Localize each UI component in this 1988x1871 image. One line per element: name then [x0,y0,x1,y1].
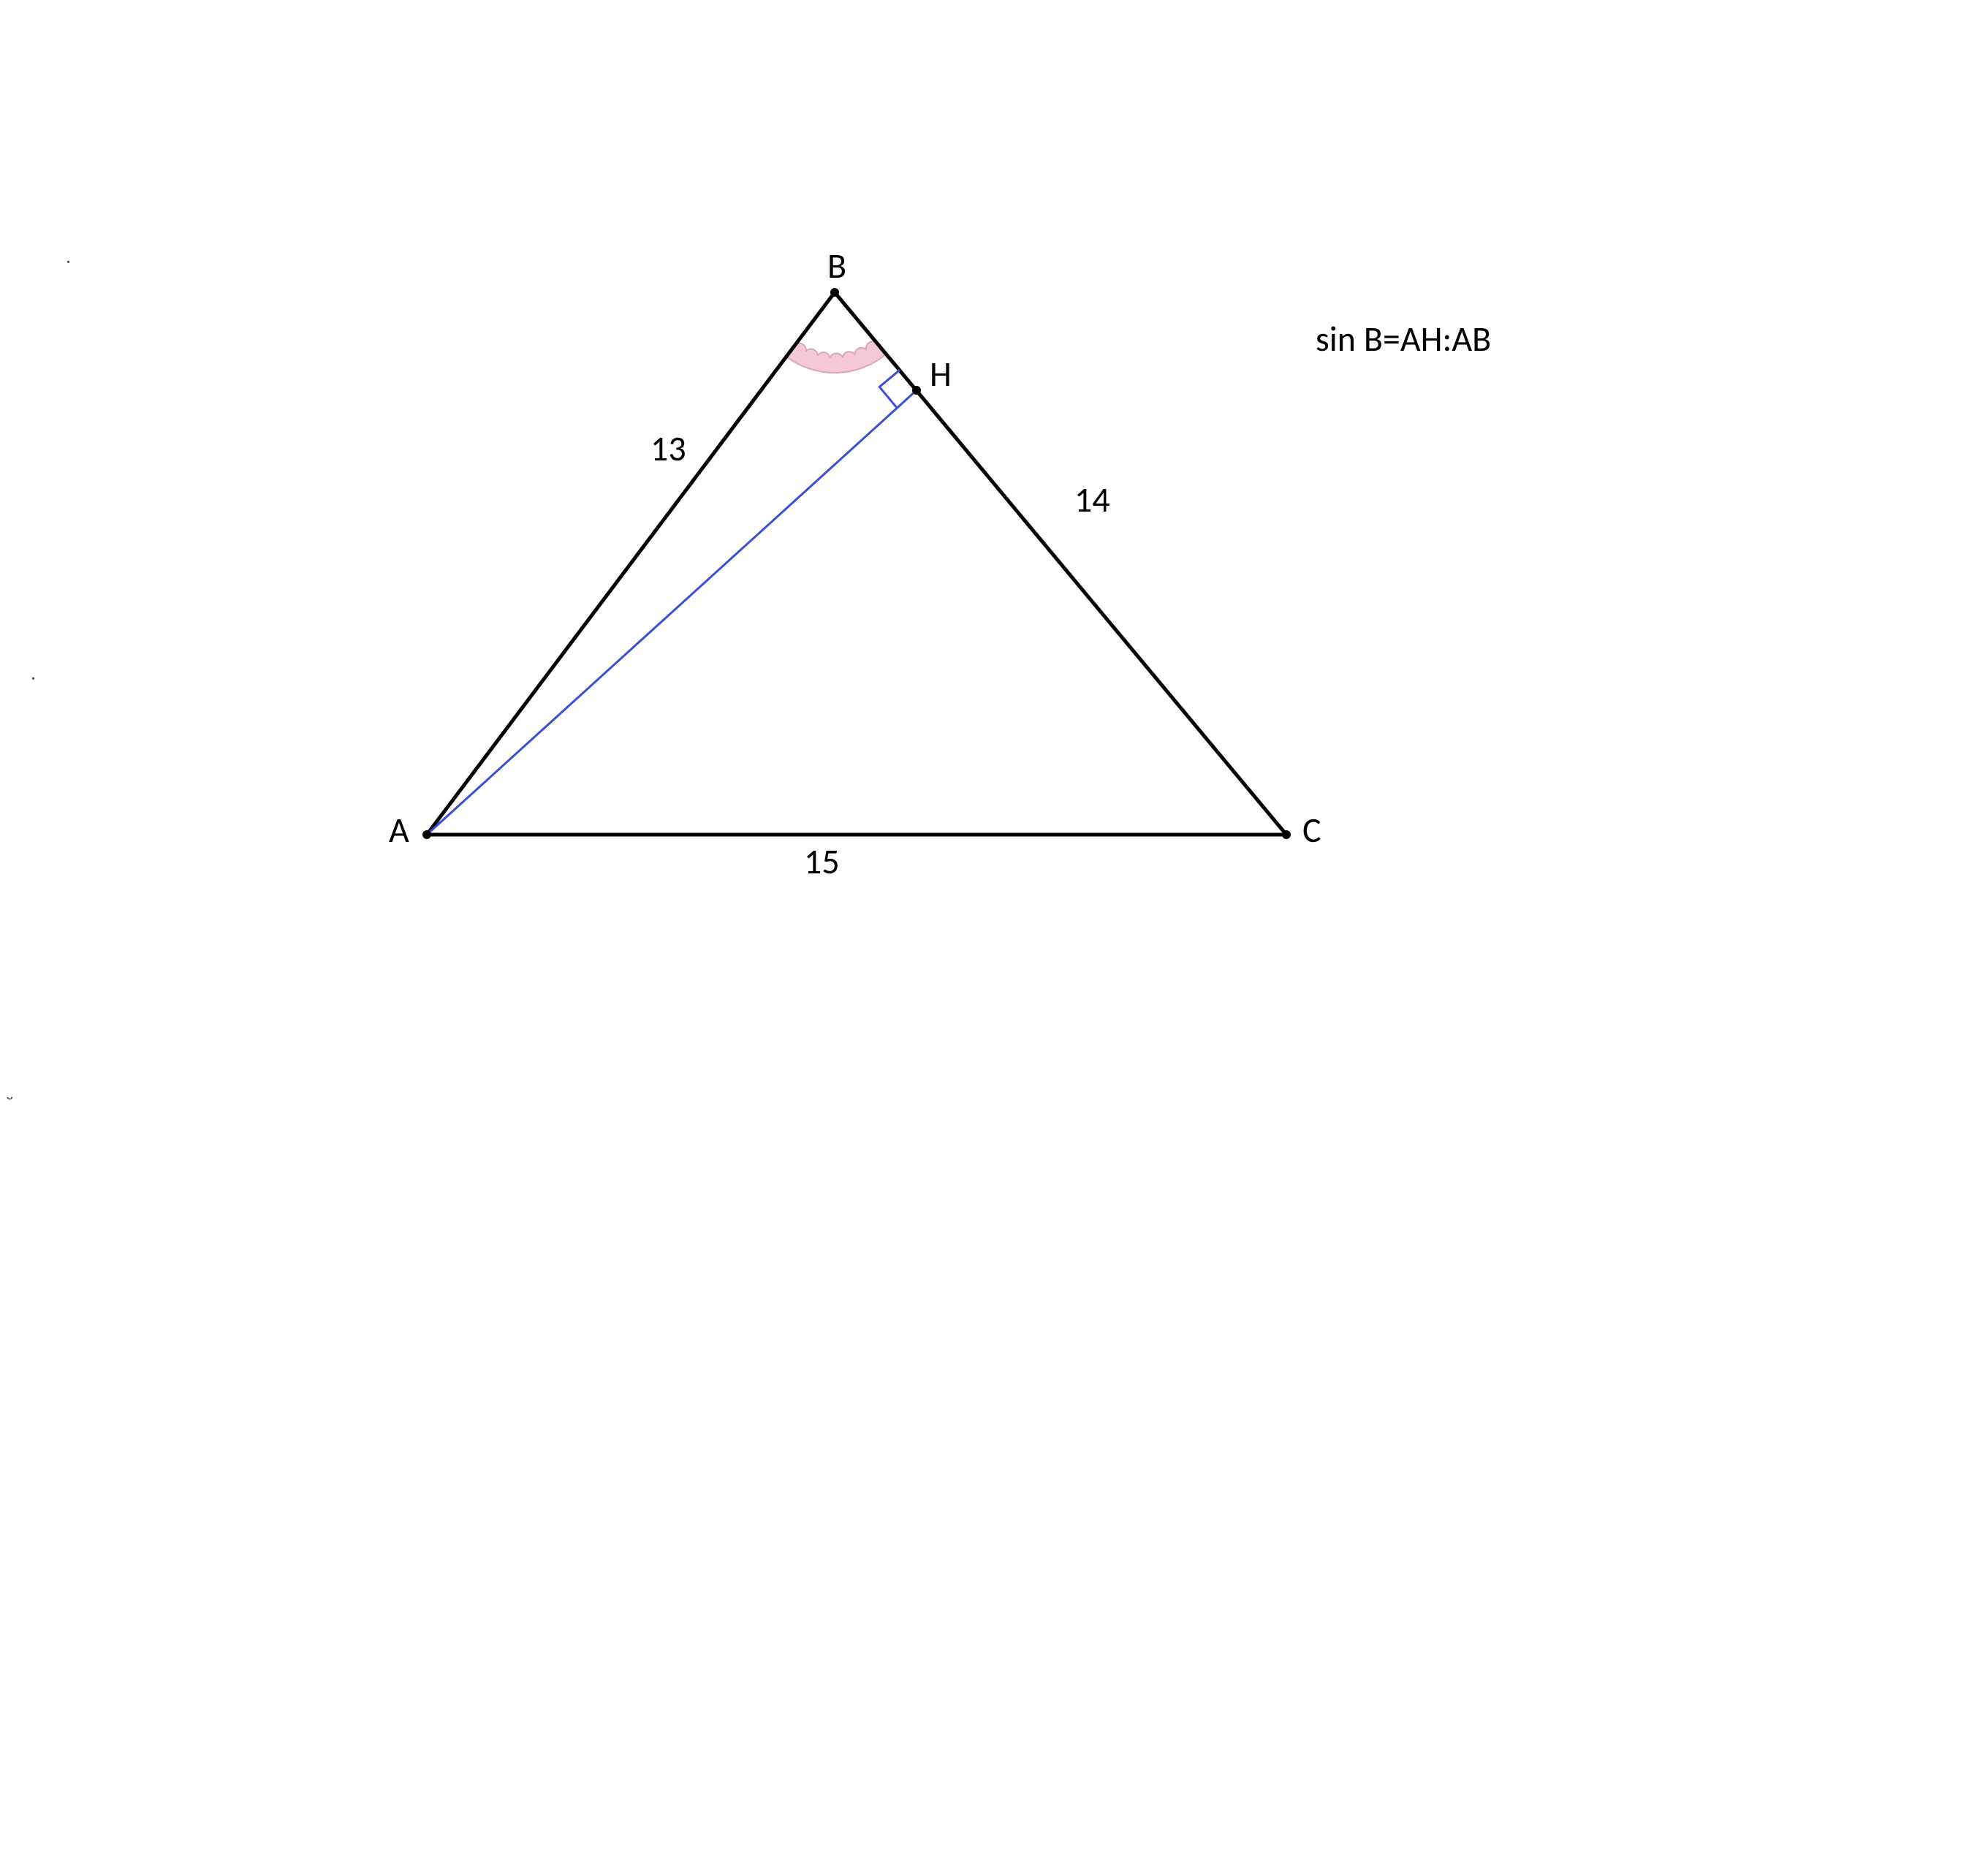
stray-mark-2: ˘ [6,1091,14,1117]
vertex-label-a: A [389,808,409,851]
edge-label-ac: 15 [804,840,840,883]
vertex-dot-a [422,830,431,839]
vertex-label-b: B [827,244,846,287]
vertex-label-h: H [930,352,952,395]
vertex-dot-b [830,288,839,297]
canvas-background [0,0,1988,1871]
stray-mark-0: . [66,243,71,269]
vertex-dot-h [912,386,921,395]
formula-text: sin B=AH:AB [1316,317,1491,360]
vertex-dot-c [1282,830,1291,839]
edge-label-bc: 14 [1074,478,1110,521]
edge-label-ab: 13 [650,427,686,470]
stray-mark-1: . [31,660,36,686]
vertex-label-c: C [1302,808,1321,851]
